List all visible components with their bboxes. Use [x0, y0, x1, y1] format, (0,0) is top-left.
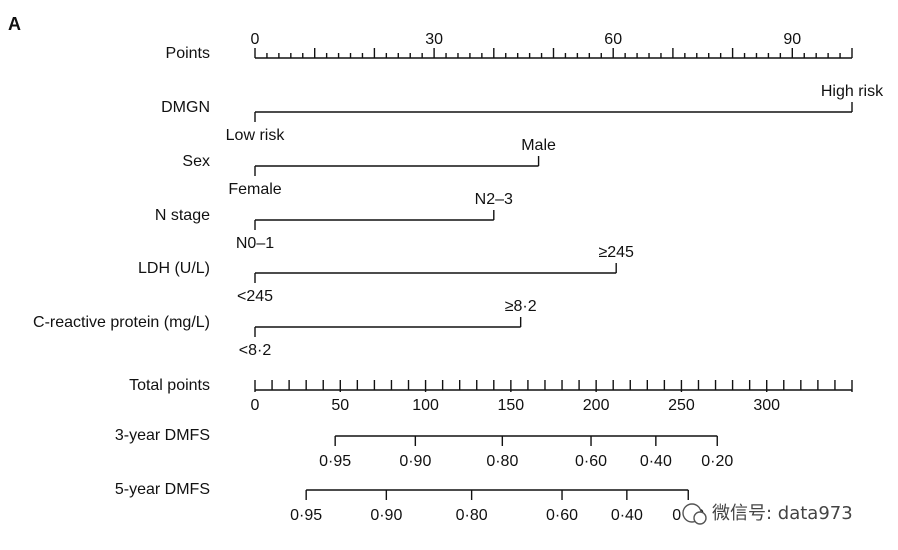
predictor-low-label: <245 — [237, 288, 273, 305]
points-tick-label: 30 — [425, 31, 443, 48]
outcome-tick-label: 0·90 — [370, 507, 402, 524]
predictor-label: LDH (U/L) — [138, 260, 210, 277]
predictor-high-label: N2–3 — [475, 191, 513, 208]
predictor-low-label: N0–1 — [236, 235, 274, 252]
points-tick-label: 60 — [604, 31, 622, 48]
predictor-high-label: Male — [521, 137, 556, 154]
predictor-high-label: High risk — [821, 83, 884, 100]
predictor-high-label: ≥8·2 — [505, 298, 537, 315]
predictor-low-label: <8·2 — [239, 342, 272, 359]
total-points-tick-label: 150 — [498, 397, 525, 414]
total-points-tick-label: 250 — [668, 397, 695, 414]
total-points-tick-label: 100 — [412, 397, 439, 414]
predictor-low-label: Female — [228, 181, 281, 198]
outcome-tick-label: 0·40 — [640, 453, 672, 470]
predictor-label: Sex — [182, 153, 210, 170]
total-points-tick-label: 0 — [251, 397, 260, 414]
predictor-high-label: ≥245 — [598, 244, 634, 261]
predictor-label: DMGN — [161, 99, 210, 116]
outcome-axis-label: 3-year DMFS — [115, 427, 210, 444]
total-points-axis-label: Total points — [129, 377, 210, 394]
watermark-text: 微信号: data973 — [712, 503, 853, 524]
points-axis-label: Points — [166, 45, 210, 62]
outcome-tick-label: 0·20 — [701, 453, 733, 470]
total-points-tick-label: 200 — [583, 397, 610, 414]
outcome-tick-label: 0·95 — [319, 453, 351, 470]
outcome-tick-label: 0·60 — [546, 507, 578, 524]
panel-label: A — [8, 14, 21, 34]
predictor-label: C-reactive protein (mg/L) — [33, 314, 210, 331]
outcome-tick-label: 0·95 — [290, 507, 322, 524]
watermark-bubble-icon — [693, 511, 707, 525]
outcome-tick-label: 0·40 — [611, 507, 643, 524]
outcome-tick-label: 0·80 — [486, 453, 518, 470]
total-points-tick-label: 50 — [331, 397, 349, 414]
outcome-axis-label: 5-year DMFS — [115, 481, 210, 498]
predictor-label: N stage — [155, 207, 210, 224]
outcome-tick-label: 0·80 — [456, 507, 488, 524]
total-points-tick-label: 300 — [753, 397, 780, 414]
points-tick-label: 90 — [783, 31, 801, 48]
points-tick-label: 0 — [251, 31, 260, 48]
outcome-tick-label: 0·90 — [399, 453, 431, 470]
predictor-low-label: Low risk — [226, 127, 286, 144]
outcome-tick-label: 0·60 — [575, 453, 607, 470]
